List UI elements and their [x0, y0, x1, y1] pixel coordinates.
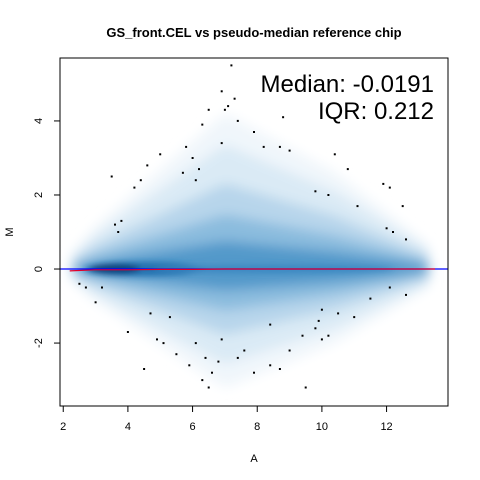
- outlier-point: [320, 338, 323, 341]
- x-tick-label: 8: [254, 421, 260, 433]
- outlier-point: [278, 145, 281, 148]
- outlier-point: [253, 131, 255, 133]
- outlier-point: [346, 168, 349, 171]
- outlier-point: [392, 231, 394, 233]
- outlier-point: [194, 179, 197, 182]
- outlier-point: [385, 227, 388, 230]
- outlier-point: [236, 119, 239, 122]
- x-tick-label: 12: [380, 421, 392, 433]
- outlier-point: [233, 97, 236, 100]
- outlier-point: [143, 368, 146, 370]
- outlier-point: [204, 356, 207, 359]
- loess-curve: [69, 268, 436, 272]
- outlier-point: [304, 386, 307, 389]
- outlier-point: [382, 182, 385, 185]
- y-tick-label: 0: [33, 266, 45, 272]
- x-tick-label: 4: [125, 421, 131, 433]
- outlier-point: [117, 231, 120, 233]
- outlier-point: [353, 316, 356, 319]
- x-axis: 2 4 6 8 10 12: [60, 405, 393, 433]
- outlier-point: [236, 356, 239, 359]
- density-cloud: [72, 114, 429, 388]
- outlier-point: [185, 145, 188, 148]
- y-tick-label: 4: [33, 118, 45, 124]
- outlier-point: [388, 186, 391, 189]
- outlier-point: [320, 308, 323, 311]
- outlier-point: [333, 153, 336, 156]
- outlier-point: [317, 319, 320, 322]
- iqr-annotation: IQR: 0.212: [318, 98, 434, 125]
- outlier-point: [94, 301, 97, 304]
- outlier-point: [133, 186, 136, 189]
- outlier-point: [211, 371, 213, 374]
- y-axis-label: M: [4, 227, 16, 236]
- outlier-point: [369, 297, 372, 300]
- outlier-point: [207, 386, 210, 389]
- outlier-point: [149, 312, 152, 315]
- outlier-point: [337, 312, 340, 315]
- outlier-point: [168, 316, 171, 319]
- outlier-point: [220, 90, 223, 93]
- outlier-point: [78, 282, 81, 285]
- x-tick-label: 2: [60, 421, 66, 433]
- outlier-point: [243, 349, 246, 352]
- reference-lines: [60, 268, 448, 272]
- x-axis-label: A: [250, 453, 258, 465]
- y-tick-label: -2: [33, 338, 45, 348]
- outlier-point: [223, 108, 226, 111]
- outlier-point: [139, 179, 142, 182]
- outlier-point: [405, 238, 407, 241]
- outlier-points: [78, 64, 407, 389]
- outlier-point: [388, 286, 391, 289]
- outlier-point: [253, 371, 255, 374]
- outlier-point: [401, 205, 404, 208]
- median-annotation: Median: -0.0191: [261, 71, 434, 98]
- outlier-point: [207, 108, 210, 111]
- outlier-point: [110, 175, 113, 178]
- outlier-point: [230, 64, 233, 67]
- outlier-point: [146, 164, 149, 167]
- outlier-point: [269, 323, 272, 326]
- y-tick-label: 2: [33, 192, 45, 198]
- outlier-point: [220, 338, 223, 341]
- outlier-point: [114, 223, 116, 226]
- y-axis: -2 0 2 4: [33, 118, 61, 348]
- outlier-point: [327, 194, 330, 196]
- outlier-point: [356, 205, 359, 208]
- outlier-point: [175, 353, 178, 356]
- outlier-point: [188, 364, 191, 367]
- x-tick-label: 6: [190, 421, 196, 433]
- outlier-point: [269, 364, 272, 367]
- outlier-point: [314, 327, 317, 330]
- chart-title: GS_front.CEL vs pseudo-median reference …: [106, 25, 401, 40]
- outlier-point: [201, 123, 204, 126]
- density-blur-group: [72, 114, 429, 388]
- outlier-point: [156, 338, 158, 341]
- outlier-point: [227, 105, 230, 108]
- outlier-point: [217, 360, 220, 363]
- outlier-point: [220, 142, 223, 145]
- outlier-point: [194, 342, 197, 345]
- outlier-point: [262, 145, 265, 148]
- outlier-point: [278, 368, 281, 370]
- outlier-point: [181, 171, 184, 174]
- outlier-point: [191, 157, 194, 159]
- outlier-point: [198, 168, 200, 171]
- outlier-point: [288, 349, 291, 352]
- outlier-point: [282, 116, 285, 119]
- outlier-point: [327, 334, 330, 337]
- outlier-point: [301, 334, 304, 337]
- outlier-point: [162, 342, 165, 345]
- outlier-point: [288, 149, 291, 152]
- outlier-point: [159, 153, 162, 156]
- outlier-point: [126, 331, 129, 333]
- outlier-point: [120, 219, 123, 222]
- outlier-point: [405, 293, 407, 296]
- outlier-point: [84, 286, 87, 289]
- outlier-point: [101, 286, 103, 289]
- outlier-point: [314, 190, 317, 193]
- outlier-point: [201, 379, 204, 382]
- x-tick-label: 10: [316, 421, 328, 433]
